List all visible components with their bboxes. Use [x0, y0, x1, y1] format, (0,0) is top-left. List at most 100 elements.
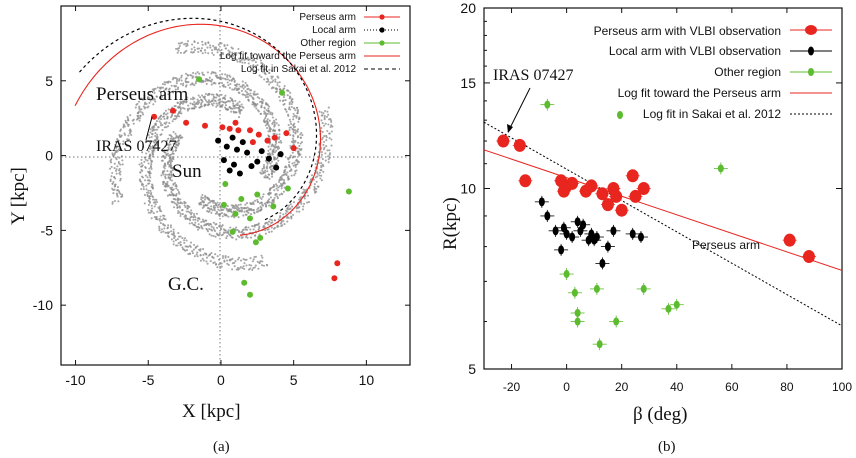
arm-particle — [263, 119, 266, 122]
arm-particle — [193, 84, 196, 87]
arm-particle — [165, 154, 168, 157]
arm-particle — [151, 98, 155, 101]
legend-b-perseus-marker — [805, 25, 817, 35]
arm-particle — [149, 131, 152, 134]
arm-particle — [326, 129, 329, 133]
arm-particle — [256, 96, 259, 99]
arm-particle — [203, 49, 207, 52]
arm-particle — [320, 151, 323, 154]
arm-particle — [284, 172, 287, 175]
arm-particle — [140, 165, 143, 168]
arm-particle — [206, 204, 209, 207]
arm-particle — [257, 207, 260, 210]
arm-particle — [141, 169, 144, 172]
arm-particle — [294, 109, 297, 112]
arm-particle — [194, 216, 197, 219]
arm-particle — [328, 137, 331, 140]
arm-particle — [321, 158, 324, 161]
arm-particle — [210, 211, 213, 214]
arm-particle — [302, 205, 305, 208]
arm-particle — [217, 208, 220, 211]
marker — [585, 179, 598, 193]
arm-particle — [329, 117, 332, 121]
arm-particle — [293, 122, 296, 125]
arm-particle — [264, 232, 267, 235]
arm-particle — [236, 60, 239, 63]
local-arm-point — [258, 148, 265, 155]
arm-particle — [190, 211, 193, 214]
arm-particle — [283, 87, 286, 90]
arm-particle — [292, 126, 295, 129]
arm-particle — [260, 67, 263, 70]
caption-a: (a) — [213, 439, 230, 455]
arm-particle — [167, 154, 170, 157]
marker — [593, 232, 600, 242]
arm-particle — [162, 173, 165, 176]
arm-particle — [114, 146, 117, 149]
arm-particle — [262, 163, 266, 167]
arm-particle — [266, 175, 269, 179]
arm-particle — [294, 155, 297, 158]
arm-particle — [140, 187, 143, 191]
arm-particle — [174, 132, 177, 135]
perseus-arm-with-vlbi-observation-point — [782, 233, 797, 247]
arm-particle — [181, 106, 185, 110]
arm-particle — [112, 180, 115, 184]
arm-particle — [296, 141, 300, 144]
arm-particle — [254, 264, 257, 267]
arm-particle — [278, 193, 281, 196]
arm-particle — [202, 248, 205, 251]
arm-particle — [158, 229, 161, 232]
arm-particle — [170, 194, 173, 197]
arm-particle — [267, 107, 270, 110]
arm-particle — [211, 229, 214, 232]
arm-particle — [282, 96, 285, 99]
arm-particle — [264, 117, 267, 120]
arm-particle — [139, 171, 142, 174]
arm-particle — [146, 106, 149, 109]
arm-particle — [172, 142, 175, 145]
arm-particle — [243, 262, 246, 265]
arm-particle — [289, 120, 292, 123]
arm-particle — [273, 219, 276, 222]
arm-particle — [165, 81, 168, 84]
arm-particle — [277, 218, 280, 221]
arm-particle — [280, 221, 283, 224]
arm-particle — [236, 102, 239, 105]
perseus-arm-with-vlbi-observation-point — [565, 176, 580, 190]
arm-particle — [237, 216, 240, 219]
arm-particle — [327, 113, 330, 116]
arm-particle — [159, 133, 162, 136]
arm-particle — [153, 128, 157, 131]
arm-particle — [193, 100, 196, 104]
arm-particle — [320, 169, 323, 172]
arm-particle — [200, 203, 203, 206]
perseus-fit-line — [484, 149, 842, 271]
arm-particle — [232, 104, 235, 107]
other-region-point — [220, 201, 227, 208]
arm-particle — [298, 198, 301, 201]
arm-particle — [113, 185, 116, 188]
arm-particle — [281, 224, 284, 227]
arm-particle — [214, 206, 217, 209]
arm-particle — [270, 77, 273, 80]
arm-particle — [212, 199, 216, 203]
arm-particle — [166, 149, 169, 152]
arm-particle — [221, 77, 225, 80]
arm-particle — [276, 75, 279, 78]
arm-particle — [288, 95, 291, 98]
other-region-point — [636, 282, 651, 295]
arm-particle — [270, 226, 273, 229]
arm-particle — [269, 196, 272, 199]
arm-particle — [128, 132, 131, 135]
arm-particle — [314, 176, 317, 179]
arm-particle — [251, 65, 255, 68]
perseus-arm-with-vlbi-observation-point — [636, 182, 651, 195]
arm-particle — [157, 139, 160, 142]
arm-particle — [187, 245, 190, 248]
arm-particle — [141, 151, 144, 154]
local-arm-with-vlbi-observation-point — [589, 231, 604, 244]
arm-particle — [164, 164, 167, 167]
arm-particle — [263, 64, 266, 68]
arm-particle — [250, 209, 253, 212]
